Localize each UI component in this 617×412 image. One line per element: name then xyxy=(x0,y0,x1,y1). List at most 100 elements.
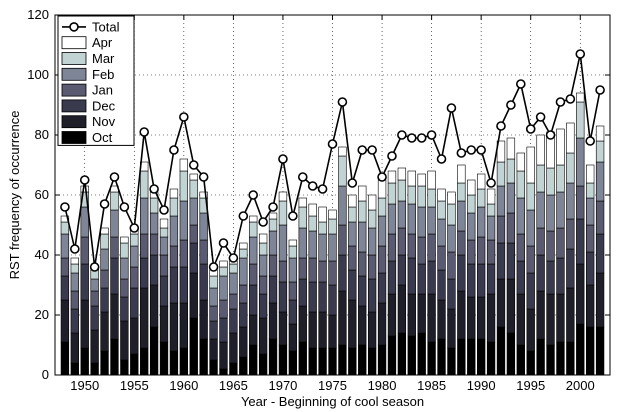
bar-segment-apr xyxy=(159,218,169,229)
bar-segment-apr xyxy=(60,215,70,223)
bar-segment-oct xyxy=(576,323,585,376)
bar-segment-mar xyxy=(437,200,446,220)
total-point xyxy=(109,172,120,182)
bar-segment-oct xyxy=(90,362,99,376)
bar-segment-nov xyxy=(467,296,476,340)
bar-segment-dec xyxy=(70,308,79,334)
bar-segment-jan xyxy=(328,260,337,286)
bar-segment-feb xyxy=(546,194,555,232)
bar-segment-jan xyxy=(189,224,198,244)
bar-segment-nov xyxy=(219,341,228,370)
bar-segment-nov xyxy=(397,284,407,334)
total-point xyxy=(169,145,179,155)
bar-segment-feb xyxy=(110,209,119,238)
bar-segment-jan xyxy=(506,212,516,244)
total-point xyxy=(595,85,605,95)
bar-segment-mar xyxy=(258,242,268,256)
bar-segment-apr xyxy=(120,236,129,244)
total-point xyxy=(585,136,595,146)
x-tick-label: 1985 xyxy=(417,378,446,393)
total-point xyxy=(188,160,199,170)
bar-segment-nov xyxy=(387,293,397,337)
bar-segment-apr xyxy=(476,173,486,190)
bar-segment-dec xyxy=(576,218,585,265)
bar-segment-nov xyxy=(239,326,248,358)
total-point xyxy=(129,223,140,233)
bar-segment-mar xyxy=(506,158,516,184)
x-axis-ticks: 1950 1955 1960 1965 1970 1975 1980 1985 1990 1995… xyxy=(70,15,595,393)
bar-segment-mar xyxy=(566,152,575,184)
bar-segment-oct xyxy=(476,338,486,376)
bar-segment-dec xyxy=(80,263,89,301)
bar-segment-feb xyxy=(229,272,238,295)
bar-segment-nov xyxy=(229,332,238,364)
bar-segment-jan xyxy=(576,185,585,220)
bar-segment-jan xyxy=(100,269,109,289)
bar-segment-nov xyxy=(476,296,486,340)
bar-segment-feb xyxy=(120,257,129,280)
bar-segment-feb xyxy=(536,191,545,229)
bar-segment-feb xyxy=(486,215,496,241)
y-tick-label: 0 xyxy=(42,367,49,382)
bar-segment-jan xyxy=(486,239,496,265)
total-point xyxy=(347,178,358,188)
bar-segment-jan xyxy=(387,233,397,262)
bar-segment-dec xyxy=(90,305,99,331)
bar-segment-dec xyxy=(209,320,218,340)
bar-segment-apr xyxy=(278,191,288,202)
bar-segment-oct xyxy=(546,344,555,376)
bar-segment-oct xyxy=(110,338,119,376)
bar-segment-mar xyxy=(209,275,218,289)
bar-segment-nov xyxy=(595,272,605,328)
bar-segment-nov xyxy=(60,299,70,343)
bar-segment-nov xyxy=(80,299,89,349)
bar-segment-nov xyxy=(496,278,506,328)
bar-segment-nov xyxy=(120,320,129,361)
bar-segment-jan xyxy=(258,275,268,295)
bar-segment-oct xyxy=(417,332,426,376)
total-point xyxy=(516,79,526,89)
bar-segment-apr xyxy=(586,164,595,184)
bar-segment-dec xyxy=(249,284,258,316)
bar-segment-oct xyxy=(536,338,545,376)
total-point xyxy=(387,151,397,161)
bar-segment-dec xyxy=(447,278,456,310)
bar-segment-mar xyxy=(486,203,496,217)
bar-segment-jan xyxy=(199,239,208,265)
total-point xyxy=(179,112,189,122)
total-point xyxy=(159,205,169,215)
bar-segment-dec xyxy=(308,281,317,313)
bar-segment-dec xyxy=(397,254,407,286)
bar-segment-dec xyxy=(526,272,535,310)
bar-segment-mar xyxy=(526,182,535,211)
total-point xyxy=(446,103,457,113)
bar-segment-mar xyxy=(387,182,397,205)
bar-segment-dec xyxy=(130,287,139,319)
bar-segment-feb xyxy=(348,221,357,247)
total-point xyxy=(545,130,556,140)
bar-segment-nov xyxy=(328,314,337,349)
bar-segment-dec xyxy=(595,233,605,274)
bar-segment-feb xyxy=(239,257,248,286)
bar-segment-oct xyxy=(60,341,70,376)
total-point xyxy=(60,202,70,212)
legend-label-apr: Apr xyxy=(92,35,113,50)
bar-segment-apr xyxy=(298,197,307,208)
x-tick-label: 1975 xyxy=(318,378,347,393)
bar-segment-nov xyxy=(417,293,426,334)
bar-segment-apr xyxy=(576,92,585,103)
bar-segment-apr xyxy=(258,233,268,244)
x-tick-label: 1960 xyxy=(169,378,198,393)
total-point xyxy=(426,130,437,140)
bar-segment-mar xyxy=(120,242,129,259)
y-axis-ticks: 0 20 40 60 80 100 120 xyxy=(27,7,610,382)
bar-segment-dec xyxy=(338,254,347,292)
bar-segment-oct xyxy=(407,335,416,376)
bar-segment-apr xyxy=(249,215,258,223)
bar-segment-mar xyxy=(308,215,317,232)
bar-segment-feb xyxy=(437,218,446,247)
bar-segment-apr xyxy=(377,179,387,199)
bar-segment-oct xyxy=(387,335,397,376)
bar-segment-nov xyxy=(249,314,258,346)
bar-segment-mar xyxy=(496,161,506,187)
